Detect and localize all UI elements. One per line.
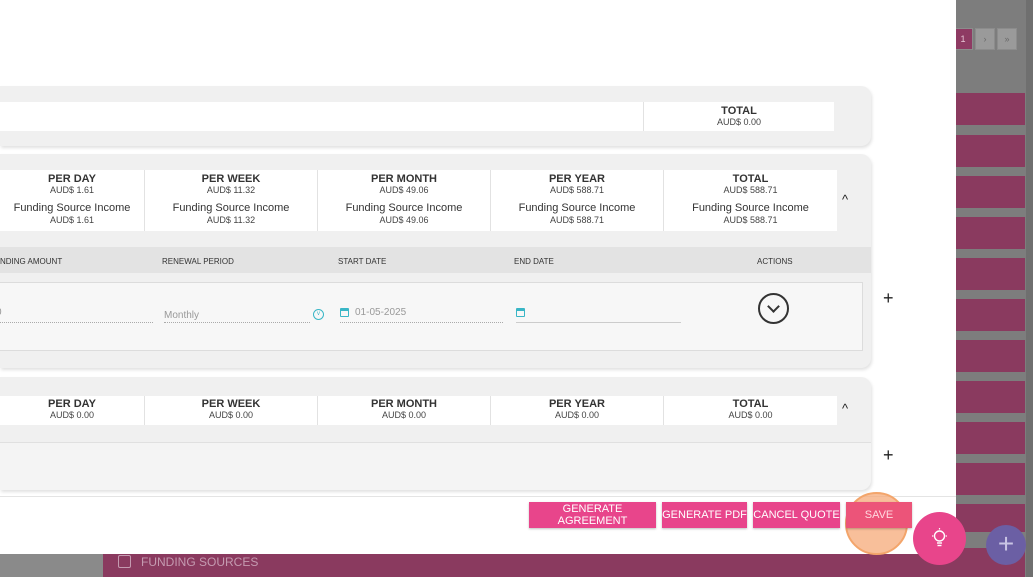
section-label-funding-sources: FUNDING SOURCES xyxy=(141,555,259,569)
stat-value: AUD$ 0.00 xyxy=(49,410,95,420)
background-row xyxy=(955,463,1025,495)
funding-row: 0 Monthly v 01-05-2025 xyxy=(0,282,863,351)
generate-pdf-button[interactable]: GENERATE PDF xyxy=(662,502,747,528)
stat-value: AUD$ 0.00 xyxy=(208,410,254,420)
summary-total-label: TOTAL xyxy=(721,105,757,117)
stat-per-week: PER WEEK AUD$ 0.00 xyxy=(145,396,318,425)
funding-stats: PER DAY AUD$ 1.61 Funding Source Income … xyxy=(0,170,837,231)
col-renewal-period: RENEWAL PERIOD xyxy=(162,257,234,266)
page-next-button[interactable]: › xyxy=(975,28,995,50)
stat-per-month: PER MONTH AUD$ 0.00 xyxy=(318,396,491,425)
renewal-period-value: Monthly xyxy=(164,310,200,321)
stat-per-day: PER DAY AUD$ 1.61 Funding Source Income … xyxy=(0,170,145,231)
quote-modal: TOTAL AUD$ 0.00 PER DAY AUD$ 1.61 Fundin… xyxy=(0,0,956,554)
background-row xyxy=(955,381,1025,413)
lightbulb-icon xyxy=(932,528,947,547)
cancel-quote-button[interactable]: CANCEL QUOTE xyxy=(753,502,840,528)
summary-total-value: AUD$ 0.00 xyxy=(716,117,762,127)
start-date-input[interactable]: 01-05-2025 xyxy=(340,307,503,323)
funding-source-income-label: Funding Source Income xyxy=(692,202,809,214)
stat-label: PER YEAR xyxy=(548,173,606,185)
funding-source-income-value: AUD$ 1.61 xyxy=(49,215,95,225)
save-button[interactable]: SAVE xyxy=(846,502,912,528)
calendar-icon xyxy=(516,307,525,317)
stat-label: TOTAL xyxy=(732,173,769,185)
funding-source-income-label: Funding Source Income xyxy=(172,202,290,214)
background-row xyxy=(955,340,1025,372)
add-row-plus-icon[interactable]: + xyxy=(883,288,894,308)
pagination: 1 › » xyxy=(953,28,1017,50)
funding-source-card: PER DAY AUD$ 1.61 Funding Source Income … xyxy=(0,154,871,368)
stat-total: TOTAL AUD$ 0.00 xyxy=(664,396,837,425)
funding-source-income-label: Funding Source Income xyxy=(345,202,463,214)
end-date-input[interactable] xyxy=(516,307,681,323)
second-card-body xyxy=(0,443,871,490)
stat-label: PER YEAR xyxy=(548,398,606,410)
start-date-value: 01-05-2025 xyxy=(355,307,407,318)
background-row xyxy=(955,217,1025,249)
background-row xyxy=(955,258,1025,290)
funding-amount-value: 0 xyxy=(0,307,2,318)
background-row xyxy=(955,299,1025,331)
background-row xyxy=(955,176,1025,208)
summary-total: TOTAL AUD$ 0.00 xyxy=(643,102,834,131)
col-start-date: START DATE xyxy=(338,257,387,266)
stat-label: PER DAY xyxy=(48,173,96,185)
second-funding-card: PER DAY AUD$ 0.00 PER WEEK AUD$ 0.00 PER… xyxy=(0,377,871,490)
stat-per-year: PER YEAR AUD$ 0.00 xyxy=(491,396,664,425)
add-row-plus-icon[interactable]: + xyxy=(883,445,894,465)
stat-label: PER MONTH xyxy=(371,398,437,410)
funding-source-income-value: AUD$ 11.32 xyxy=(206,215,256,225)
summary-card: TOTAL AUD$ 0.00 xyxy=(0,86,871,146)
stat-value: AUD$ 588.71 xyxy=(549,185,605,195)
stat-per-day: PER DAY AUD$ 0.00 xyxy=(0,396,145,425)
stat-per-week: PER WEEK AUD$ 11.32 Funding Source Incom… xyxy=(145,170,318,231)
divider xyxy=(0,442,871,443)
chevron-up-icon[interactable]: ^ xyxy=(842,401,849,416)
background-row xyxy=(955,93,1025,125)
background-row xyxy=(955,422,1025,454)
chevron-up-icon[interactable]: ^ xyxy=(842,192,849,207)
stat-label: TOTAL xyxy=(732,398,769,410)
renewal-period-select[interactable]: Monthly xyxy=(164,307,310,323)
col-actions: ACTIONS xyxy=(757,257,793,266)
stat-per-month: PER MONTH AUD$ 49.06 Funding Source Inco… xyxy=(318,170,491,231)
help-fab-button[interactable] xyxy=(913,512,966,565)
funding-source-income-label: Funding Source Income xyxy=(13,202,131,214)
page-number-current[interactable]: 1 xyxy=(953,28,973,50)
funding-source-income-value: AUD$ 588.71 xyxy=(549,215,605,225)
stat-per-year: PER YEAR AUD$ 588.71 Funding Source Inco… xyxy=(491,170,664,231)
funding-source-income-value: AUD$ 588.71 xyxy=(723,215,778,225)
calendar-icon xyxy=(340,307,349,317)
col-funding-amount: NDING AMOUNT xyxy=(0,257,63,266)
funding-source-income-label: Funding Source Income xyxy=(518,202,636,214)
funding-amount-field[interactable]: 0 xyxy=(0,307,153,323)
checkbox-icon[interactable] xyxy=(118,555,131,568)
background-row xyxy=(955,135,1025,167)
funding-source-income-value: AUD$ 49.06 xyxy=(379,215,429,225)
stat-value: AUD$ 1.61 xyxy=(49,185,95,195)
generate-agreement-button[interactable]: GENERATE AGREEMENT xyxy=(529,502,656,528)
background-scrollbar[interactable] xyxy=(1026,0,1033,577)
second-stats: PER DAY AUD$ 0.00 PER WEEK AUD$ 0.00 PER… xyxy=(0,396,837,425)
stat-value: AUD$ 0.00 xyxy=(554,410,600,420)
actions-dropdown-button[interactable] xyxy=(758,293,789,324)
stat-value: AUD$ 0.00 xyxy=(728,410,773,420)
add-fab-button[interactable]: + xyxy=(986,525,1026,565)
stat-total: TOTAL AUD$ 588.71 Funding Source Income … xyxy=(664,170,837,231)
summary-row xyxy=(0,102,834,131)
page-last-button[interactable]: » xyxy=(997,28,1017,50)
stat-label: PER DAY xyxy=(48,398,96,410)
stat-value: AUD$ 588.71 xyxy=(723,185,778,195)
stat-value: AUD$ 49.06 xyxy=(379,185,429,195)
stat-label: PER WEEK xyxy=(201,173,261,185)
funding-table-header: NDING AMOUNT RENEWAL PERIOD START DATE E… xyxy=(0,247,871,273)
stat-label: PER MONTH xyxy=(371,173,437,185)
stat-value: AUD$ 11.32 xyxy=(206,185,256,195)
dropdown-circle-icon[interactable]: v xyxy=(313,309,324,320)
footer-divider xyxy=(0,496,956,497)
stat-value: AUD$ 0.00 xyxy=(381,410,427,420)
col-end-date: END DATE xyxy=(514,257,554,266)
stat-label: PER WEEK xyxy=(201,398,261,410)
